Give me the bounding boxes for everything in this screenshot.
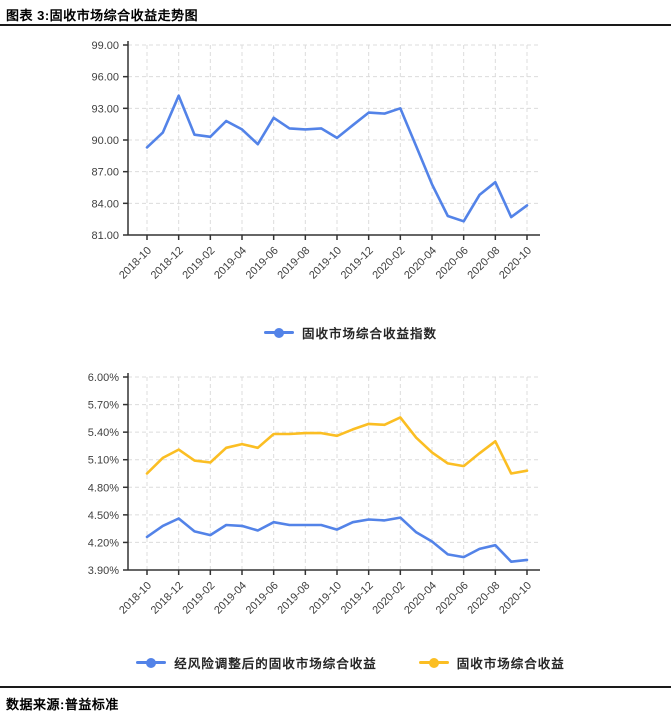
svg-text:87.00: 87.00 <box>91 167 119 179</box>
svg-text:2020-08: 2020-08 <box>465 245 502 282</box>
svg-text:4.80%: 4.80% <box>88 482 119 494</box>
axes <box>123 373 540 575</box>
source-note: 数据来源:普益标准 <box>6 697 119 712</box>
svg-text:2020-10: 2020-10 <box>497 245 534 282</box>
gridlines <box>128 376 540 570</box>
index-chart-legend: 固收市场综合收益指数 <box>0 322 671 342</box>
svg-text:2019-06: 2019-06 <box>244 580 281 617</box>
legend-label: 经风险调整后的固收市场综合收益 <box>174 656 377 671</box>
svg-text:2019-12: 2019-12 <box>339 245 376 282</box>
axis-labels: 3.90% 4.20% 4.50% 4.80% 5.10% 5.40% 5.70% 6.00%… <box>88 372 534 617</box>
legend-label: 固收市场综合收益指数 <box>301 326 437 341</box>
figure-title: 图表 3:固收市场综合收益走势图 <box>6 8 199 23</box>
svg-text:2019-04: 2019-04 <box>212 245 249 282</box>
svg-text:2018-12: 2018-12 <box>149 580 186 617</box>
svg-text:2020-06: 2020-06 <box>434 245 471 282</box>
series-line <box>145 516 529 563</box>
svg-text:2019-10: 2019-10 <box>307 245 344 282</box>
gridlines <box>128 44 540 235</box>
yield-trend-chart: 3.90% 4.20% 4.50% 4.80% 5.10% 5.40% 5.70% 6.00%… <box>88 372 540 617</box>
legend-item: 固收市场综合收益指数 <box>263 323 437 342</box>
svg-text:2020-04: 2020-04 <box>402 580 439 617</box>
svg-text:3.90%: 3.90% <box>88 565 119 577</box>
series-line <box>145 94 529 223</box>
svg-text:2018-12: 2018-12 <box>149 245 186 282</box>
index-trend-chart: 81.00 84.00 87.00 90.00 93.00 96.00 99.00 2018-… <box>91 40 540 282</box>
legend-item: 固收市场综合收益 <box>418 653 565 672</box>
legend-line-dot-icon <box>263 327 294 338</box>
svg-text:2019-12: 2019-12 <box>339 580 376 617</box>
svg-text:99.00: 99.00 <box>91 40 119 52</box>
svg-text:2020-10: 2020-10 <box>497 580 534 617</box>
svg-text:2020-02: 2020-02 <box>370 245 407 282</box>
yield-chart-legend: 经风险调整后的固收市场综合收益 固收市场综合收益 <box>0 652 671 672</box>
svg-text:5.10%: 5.10% <box>88 455 119 467</box>
svg-text:6.00%: 6.00% <box>88 372 119 384</box>
svg-text:2019-08: 2019-08 <box>275 245 312 282</box>
svg-text:81.00: 81.00 <box>91 230 119 242</box>
series-line <box>145 416 529 475</box>
svg-text:2018-10: 2018-10 <box>117 245 154 282</box>
legend-line-dot-icon <box>418 657 449 668</box>
svg-text:5.40%: 5.40% <box>88 427 119 439</box>
svg-text:93.00: 93.00 <box>91 103 119 115</box>
svg-text:84.00: 84.00 <box>91 198 119 210</box>
svg-text:4.20%: 4.20% <box>88 537 119 549</box>
svg-text:2020-08: 2020-08 <box>465 580 502 617</box>
svg-text:2020-02: 2020-02 <box>370 580 407 617</box>
legend-line-dot-icon <box>136 657 167 668</box>
svg-text:90.00: 90.00 <box>91 135 119 147</box>
svg-text:2020-04: 2020-04 <box>402 245 439 282</box>
axes <box>123 41 540 240</box>
legend-item: 经风险调整后的固收市场综合收益 <box>136 653 377 672</box>
svg-text:2019-08: 2019-08 <box>275 580 312 617</box>
svg-text:2019-02: 2019-02 <box>180 245 217 282</box>
svg-text:2019-02: 2019-02 <box>180 580 217 617</box>
svg-text:2019-10: 2019-10 <box>307 580 344 617</box>
svg-text:2019-06: 2019-06 <box>244 245 281 282</box>
svg-text:4.50%: 4.50% <box>88 510 119 522</box>
title-divider <box>0 24 671 26</box>
svg-text:2020-06: 2020-06 <box>434 580 471 617</box>
svg-text:2018-10: 2018-10 <box>117 580 154 617</box>
svg-text:96.00: 96.00 <box>91 72 119 84</box>
footer-divider <box>0 686 671 688</box>
legend-label: 固收市场综合收益 <box>456 656 565 671</box>
svg-text:2019-04: 2019-04 <box>212 580 249 617</box>
svg-text:5.70%: 5.70% <box>88 400 119 412</box>
